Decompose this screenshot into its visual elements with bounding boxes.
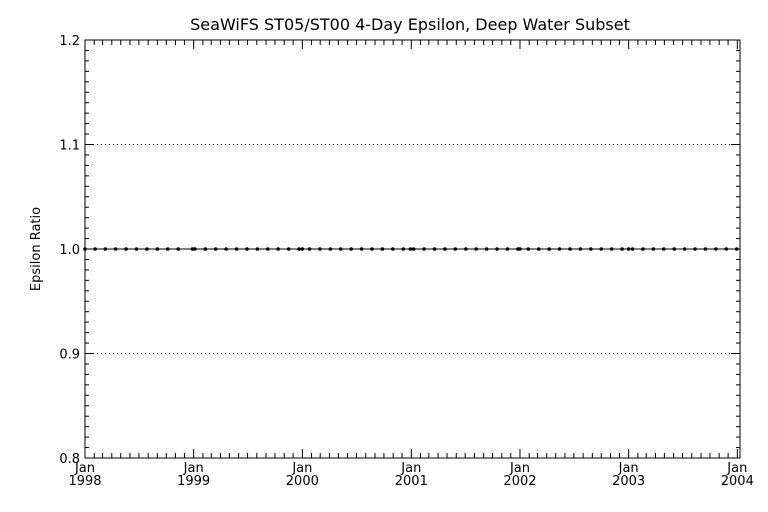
y-tick-labels: 0.8 0.9 1.0 1.1 1.2 (59, 34, 80, 467)
x-tick-label-year: 2003 (612, 474, 645, 489)
x-tick-label-month: Jan (618, 461, 639, 476)
data-point (113, 247, 118, 251)
y-tick-label: 0.9 (59, 348, 80, 363)
data-point (234, 247, 239, 251)
data-point (547, 247, 551, 251)
x-tick-label-month: Jan (400, 461, 421, 476)
x-tick-label-month: Jan (726, 461, 747, 476)
data-point (380, 247, 385, 251)
x-tick-label-month: Jan (509, 461, 530, 476)
x-tick-label-year: 2002 (503, 474, 536, 489)
data-point (286, 247, 291, 251)
data-point (568, 247, 572, 251)
data-point (422, 247, 426, 251)
data-point (609, 247, 614, 251)
data-point (213, 247, 218, 251)
data-point (661, 247, 666, 251)
data-point (307, 247, 312, 251)
data-point (155, 247, 160, 251)
data-point (276, 247, 281, 251)
data-point (93, 247, 97, 251)
data-point (474, 247, 479, 251)
data-point (124, 247, 128, 251)
y-tick-label: 0.8 (59, 452, 80, 467)
plot-frame (84, 39, 741, 459)
data-point (672, 247, 677, 251)
x-tick-label-year: 1999 (177, 474, 210, 489)
data-point (103, 247, 108, 251)
x-tick-label-month: Jan (74, 461, 95, 476)
data-point (145, 247, 149, 251)
data-point (411, 247, 416, 251)
data-point (620, 247, 624, 251)
data-point (484, 247, 489, 251)
data-point (651, 247, 656, 251)
x-tick-label-month: Jan (291, 461, 312, 476)
data-point (300, 247, 305, 251)
data-point (463, 247, 468, 251)
x-tick-label-month: Jan (183, 461, 204, 476)
x-tick-labels: Jan1998Jan1999Jan2000Jan2001Jan2002Jan20… (68, 461, 753, 489)
data-point (526, 247, 531, 251)
y-axis-label: Epsilon Ratio (29, 207, 44, 291)
data-point (176, 247, 180, 251)
y-tick-label: 1.0 (59, 243, 80, 258)
data-point (703, 247, 708, 251)
data-point (165, 247, 170, 251)
data-point (328, 247, 333, 251)
data-point (589, 247, 593, 251)
data-point (203, 247, 208, 251)
data-point (255, 247, 260, 251)
data-point (724, 247, 729, 251)
data-point (495, 247, 499, 251)
data-point (349, 247, 353, 251)
data-point (626, 247, 631, 251)
data-point (370, 247, 374, 251)
data-point (536, 247, 541, 251)
x-tick-label-year: 2004 (721, 474, 754, 489)
data-point (599, 247, 604, 251)
data-point (641, 247, 645, 251)
y-tick-label: 1.2 (59, 34, 80, 49)
data-point (318, 247, 322, 251)
data-point (193, 247, 197, 251)
data-point (224, 247, 228, 251)
x-tick-label-year: 2000 (286, 474, 319, 489)
data-point (693, 247, 697, 251)
data-point (630, 247, 635, 251)
data-point (432, 247, 437, 251)
data-point (391, 247, 395, 251)
chart-title: SeaWiFS ST05/ST00 4-Day Epsilon, Deep Wa… (190, 15, 630, 34)
data-point (518, 247, 522, 251)
data-point (266, 247, 270, 251)
data-points (83, 247, 739, 251)
x-tick-label-year: 1998 (68, 474, 101, 489)
data-point (578, 247, 583, 251)
y-tick-label: 1.1 (59, 139, 80, 154)
data-point (682, 247, 687, 251)
data-point (134, 247, 139, 251)
data-point (443, 247, 447, 251)
data-point (408, 247, 413, 251)
axis-ticks (84, 39, 740, 459)
x-tick-label-year: 2001 (395, 474, 428, 489)
data-point (453, 247, 458, 251)
data-point (557, 247, 562, 251)
data-point (714, 247, 718, 251)
data-point (505, 247, 510, 251)
data-point (245, 247, 249, 251)
data-point (359, 247, 364, 251)
data-point (338, 247, 343, 251)
data-point (401, 247, 406, 251)
data-point (734, 247, 739, 251)
data-point (297, 247, 301, 251)
